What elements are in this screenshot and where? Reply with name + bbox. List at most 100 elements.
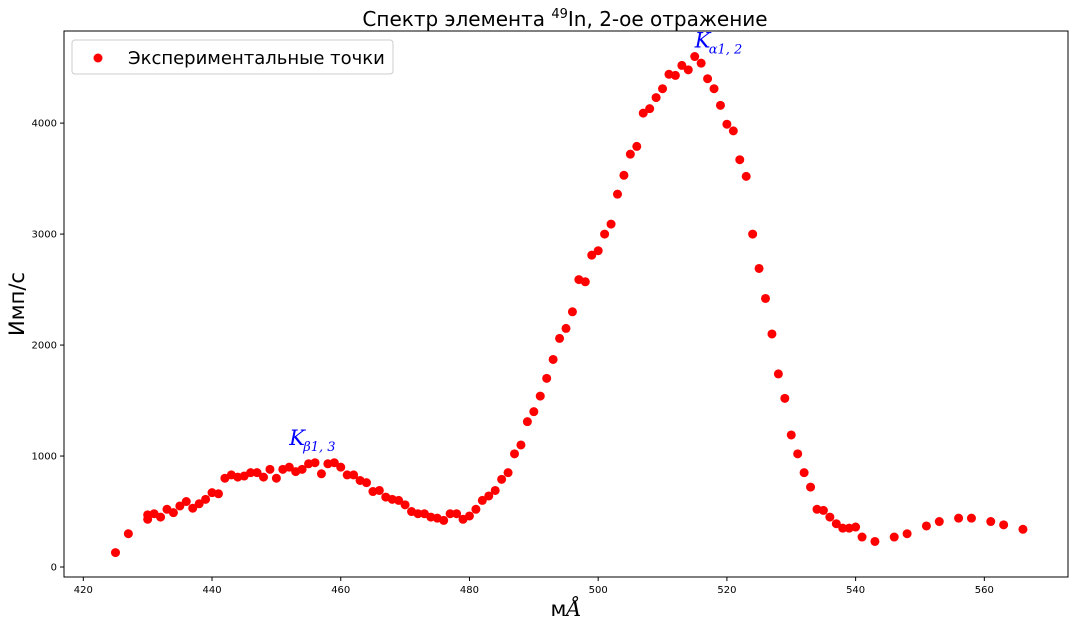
data-point [477, 495, 487, 505]
data-point [516, 440, 526, 450]
y-axis-label: Имп/с [5, 272, 29, 336]
data-point [271, 473, 281, 483]
data-point [580, 277, 590, 287]
x-tick-label: 460 [331, 585, 350, 596]
data-point [316, 469, 326, 479]
data-point [510, 449, 520, 459]
x-axis-label-main: м [550, 597, 566, 621]
legend-label: Экспериментальные точки [128, 48, 385, 69]
data-point [587, 250, 597, 260]
y-tick-label: 2000 [32, 341, 57, 352]
y-tick-label: 1000 [32, 452, 57, 463]
data-point [445, 509, 455, 519]
data-point [780, 393, 790, 403]
annotation-subscript: β1, 3 [302, 440, 335, 455]
data-point [561, 323, 571, 333]
data-point [831, 519, 841, 529]
y-tick-label: 4000 [32, 119, 57, 130]
x-tick-label: 560 [975, 585, 994, 596]
data-point [612, 189, 622, 199]
data-point [349, 470, 359, 480]
data-point [818, 505, 828, 515]
data-point [542, 373, 552, 383]
data-point [799, 468, 809, 478]
data-point [259, 472, 269, 482]
data-point [857, 532, 867, 542]
data-point [902, 529, 912, 539]
data-point [555, 333, 565, 343]
chart-title: Спектр элемента 49In, 2-ое отражение [362, 7, 767, 31]
data-point [529, 407, 539, 417]
chart-title-prefix: Спектр элемента [362, 7, 551, 31]
data-point [696, 58, 706, 68]
data-point [329, 458, 339, 468]
data-point [754, 263, 764, 273]
data-point [825, 512, 835, 522]
data-point [497, 474, 507, 484]
annotation-main: K [288, 426, 306, 450]
data-point [361, 478, 371, 488]
data-point [999, 520, 1009, 530]
data-point [503, 468, 513, 478]
data-point [123, 529, 133, 539]
data-point [806, 482, 816, 492]
axis-ticks: 420 440 460 480 500 520 540 560 0 1000 2000 3000 400… [32, 119, 994, 596]
data-point [567, 307, 577, 317]
data-point [638, 108, 648, 118]
data-point [265, 464, 275, 474]
data-point [683, 65, 693, 75]
data-point [439, 515, 449, 525]
data-point [1018, 524, 1028, 534]
data-point [651, 93, 661, 103]
data-point [966, 513, 976, 523]
annotation-subscript: α1, 2 [709, 43, 743, 58]
x-axis-label-unit: Å [563, 596, 581, 621]
data-point [175, 501, 185, 511]
data-point [606, 219, 616, 229]
data-point [342, 470, 352, 480]
chart-title-superscript: 49 [551, 7, 568, 22]
data-point [413, 509, 423, 519]
data-point [394, 495, 404, 505]
data-point [284, 462, 294, 472]
data-point [658, 84, 668, 94]
annotation-label: Kα1, 2 [694, 29, 743, 58]
data-point [213, 489, 223, 499]
data-point [471, 504, 481, 514]
data-point [838, 523, 848, 533]
data-point [625, 149, 635, 159]
data-point [870, 536, 880, 546]
data-point [297, 464, 307, 474]
x-tick-label: 500 [589, 585, 608, 596]
data-point [252, 468, 262, 478]
data-point [728, 126, 738, 136]
legend: Экспериментальные точки [71, 39, 394, 75]
data-point [851, 522, 861, 532]
y-tick-label: 0 [51, 563, 57, 574]
data-point [336, 462, 346, 472]
data-point [156, 512, 166, 522]
x-tick-label: 540 [846, 585, 865, 596]
data-point [709, 84, 719, 94]
x-axis-label: мÅ [550, 596, 581, 621]
y-tick-label: 3000 [32, 230, 57, 241]
data-point [168, 508, 178, 518]
data-point [761, 293, 771, 303]
data-point [593, 246, 603, 256]
data-point [986, 517, 996, 527]
data-point [535, 391, 545, 401]
data-point [954, 513, 964, 523]
data-points [110, 52, 1028, 558]
plot-area [63, 30, 1069, 578]
x-tick-label: 440 [202, 585, 221, 596]
data-point [934, 517, 944, 527]
data-point [889, 532, 899, 542]
data-point [645, 104, 655, 114]
data-point [703, 74, 713, 84]
x-tick-label: 480 [460, 585, 479, 596]
data-point [632, 141, 642, 151]
data-point [490, 485, 500, 495]
data-point [484, 491, 494, 501]
data-point [677, 60, 687, 70]
